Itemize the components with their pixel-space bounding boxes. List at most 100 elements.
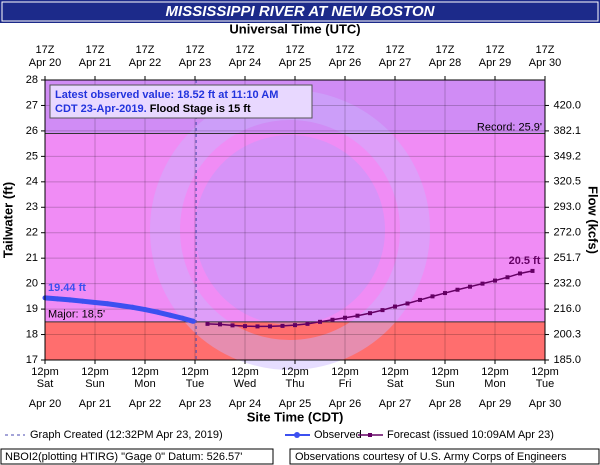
x-tick-time: 12pm — [231, 366, 259, 378]
x-tick-weekday: Sat — [387, 378, 404, 390]
forecast-point — [293, 323, 297, 328]
top-tick-date: Apr 26 — [329, 57, 361, 69]
x-tick-date: Apr 30 — [529, 398, 561, 410]
y-tick-label: 19 — [26, 303, 38, 315]
y2-tick-label: 216.0 — [553, 303, 581, 315]
forecast-point — [468, 284, 472, 289]
noaa-watermark-center — [195, 135, 385, 325]
top-tick-time: 17Z — [186, 44, 205, 56]
threshold-label: Record: 25.9' — [477, 121, 542, 133]
top-tick-time: 17Z — [336, 44, 355, 56]
legend-marker — [294, 432, 300, 438]
observed-point — [92, 299, 98, 305]
x-tick-weekday: Sun — [85, 378, 105, 390]
top-tick-date: Apr 25 — [279, 57, 311, 69]
x-tick-weekday: Tue — [186, 378, 205, 390]
forecast-point — [305, 321, 310, 326]
forecast-point — [280, 323, 285, 328]
forecast-point — [243, 324, 247, 329]
observed-point — [80, 298, 85, 304]
info-line2b: Flood Stage is 15 ft — [147, 103, 251, 115]
y-tick-label: 21 — [26, 252, 38, 264]
x-tick-weekday: Sat — [37, 378, 54, 390]
series-label: 19.44 ft — [48, 282, 86, 294]
legend-created: Graph Created (12:32PM Apr 23, 2019) — [30, 429, 223, 441]
x-tick-time: 12pm — [131, 366, 159, 378]
x-tick-weekday: Thu — [286, 378, 305, 390]
x-tick-weekday: Mon — [484, 378, 505, 390]
legend-label: Observed — [314, 429, 362, 441]
top-tick-time: 17Z — [386, 44, 405, 56]
observed-point — [55, 296, 60, 302]
series-label: 20.5 ft — [509, 255, 541, 267]
forecast-point — [218, 322, 222, 327]
forecast-point — [318, 319, 322, 324]
top-tick-time: 17Z — [136, 44, 155, 56]
forecast-point — [368, 311, 372, 316]
forecast-point — [330, 317, 335, 322]
plot-frame — [44, 79, 546, 361]
top-tick-time: 17Z — [286, 44, 305, 56]
y-tick-label: 23 — [26, 201, 38, 213]
footer-box — [289, 448, 600, 465]
band-below-major — [45, 321, 545, 360]
top-tick-date: Apr 24 — [229, 57, 261, 69]
band-major — [45, 133, 545, 322]
x-tick-date: Apr 28 — [429, 398, 461, 410]
top-tick-date: Apr 23 — [179, 57, 211, 69]
x-tick-date: Apr 21 — [79, 398, 111, 410]
y-tick-label: 26 — [26, 125, 38, 137]
forecast-point — [230, 323, 235, 328]
x-tick-weekday: Sun — [435, 378, 455, 390]
y-tick-label: 28 — [26, 74, 38, 86]
x-tick-time: 12pm — [281, 366, 309, 378]
forecast-point — [355, 313, 360, 318]
observed-point — [167, 312, 173, 318]
x-tick-time: 12pm — [381, 366, 409, 378]
y2-tick-label: 251.7 — [553, 252, 581, 264]
top-tick-date: Apr 29 — [479, 57, 511, 69]
y2-tick-label: 293.0 — [553, 201, 581, 213]
forecast-point — [443, 291, 447, 296]
top-tick-time: 17Z — [536, 44, 555, 56]
threshold-label: Major: 18.5' — [48, 309, 105, 321]
x-tick-weekday: Tue — [536, 378, 555, 390]
y-tick-label: 18 — [26, 328, 38, 340]
info-line2a: CDT 23-Apr-2019. — [55, 103, 147, 115]
top-tick-date: Apr 28 — [429, 57, 461, 69]
forecast-point — [205, 321, 210, 326]
y-axis-label: Tailwater (ft) — [0, 182, 15, 258]
forecast-point — [530, 268, 535, 273]
forecast-point — [518, 271, 522, 276]
x-tick-date: Apr 25 — [279, 398, 311, 410]
observed-point — [117, 303, 123, 309]
top-axis-label: Universal Time (UTC) — [229, 21, 360, 36]
forecast-point — [268, 324, 272, 329]
observed-point — [105, 301, 110, 307]
y-tick-label: 27 — [26, 99, 38, 111]
top-tick-date: Apr 20 — [29, 57, 61, 69]
observed-point — [67, 297, 73, 303]
forecast-point — [393, 304, 397, 309]
footer-left: NBOI2(plotting HTIRG) "Gage 0" Datum: 52… — [5, 451, 242, 463]
x-tick-date: Apr 29 — [479, 398, 511, 410]
x-tick-date: Apr 27 — [379, 398, 411, 410]
info-line2: CDT 23-Apr-2019. Flood Stage is 15 ft — [55, 103, 251, 115]
top-tick-date: Apr 21 — [79, 57, 111, 69]
top-tick-time: 17Z — [486, 44, 505, 56]
forecast-point — [493, 278, 497, 283]
forecast-point — [255, 324, 260, 329]
forecast-point — [405, 301, 410, 306]
y2-tick-label: 420.0 — [553, 99, 581, 111]
forecast-point — [418, 297, 422, 302]
x-axis-label: Site Time (CDT) — [247, 409, 344, 424]
legend-label: Forecast (issued 10:09AM Apr 23) — [387, 429, 554, 441]
info-box — [49, 84, 313, 119]
forecast-point — [380, 308, 385, 313]
x-tick-date: Apr 23 — [179, 398, 211, 410]
top-tick-time: 17Z — [86, 44, 105, 56]
observed-point — [142, 307, 148, 313]
forecast-point — [480, 281, 485, 286]
y-tick-label: 22 — [26, 227, 38, 239]
y2-axis-label: Flow (kcfs) — [586, 186, 600, 254]
